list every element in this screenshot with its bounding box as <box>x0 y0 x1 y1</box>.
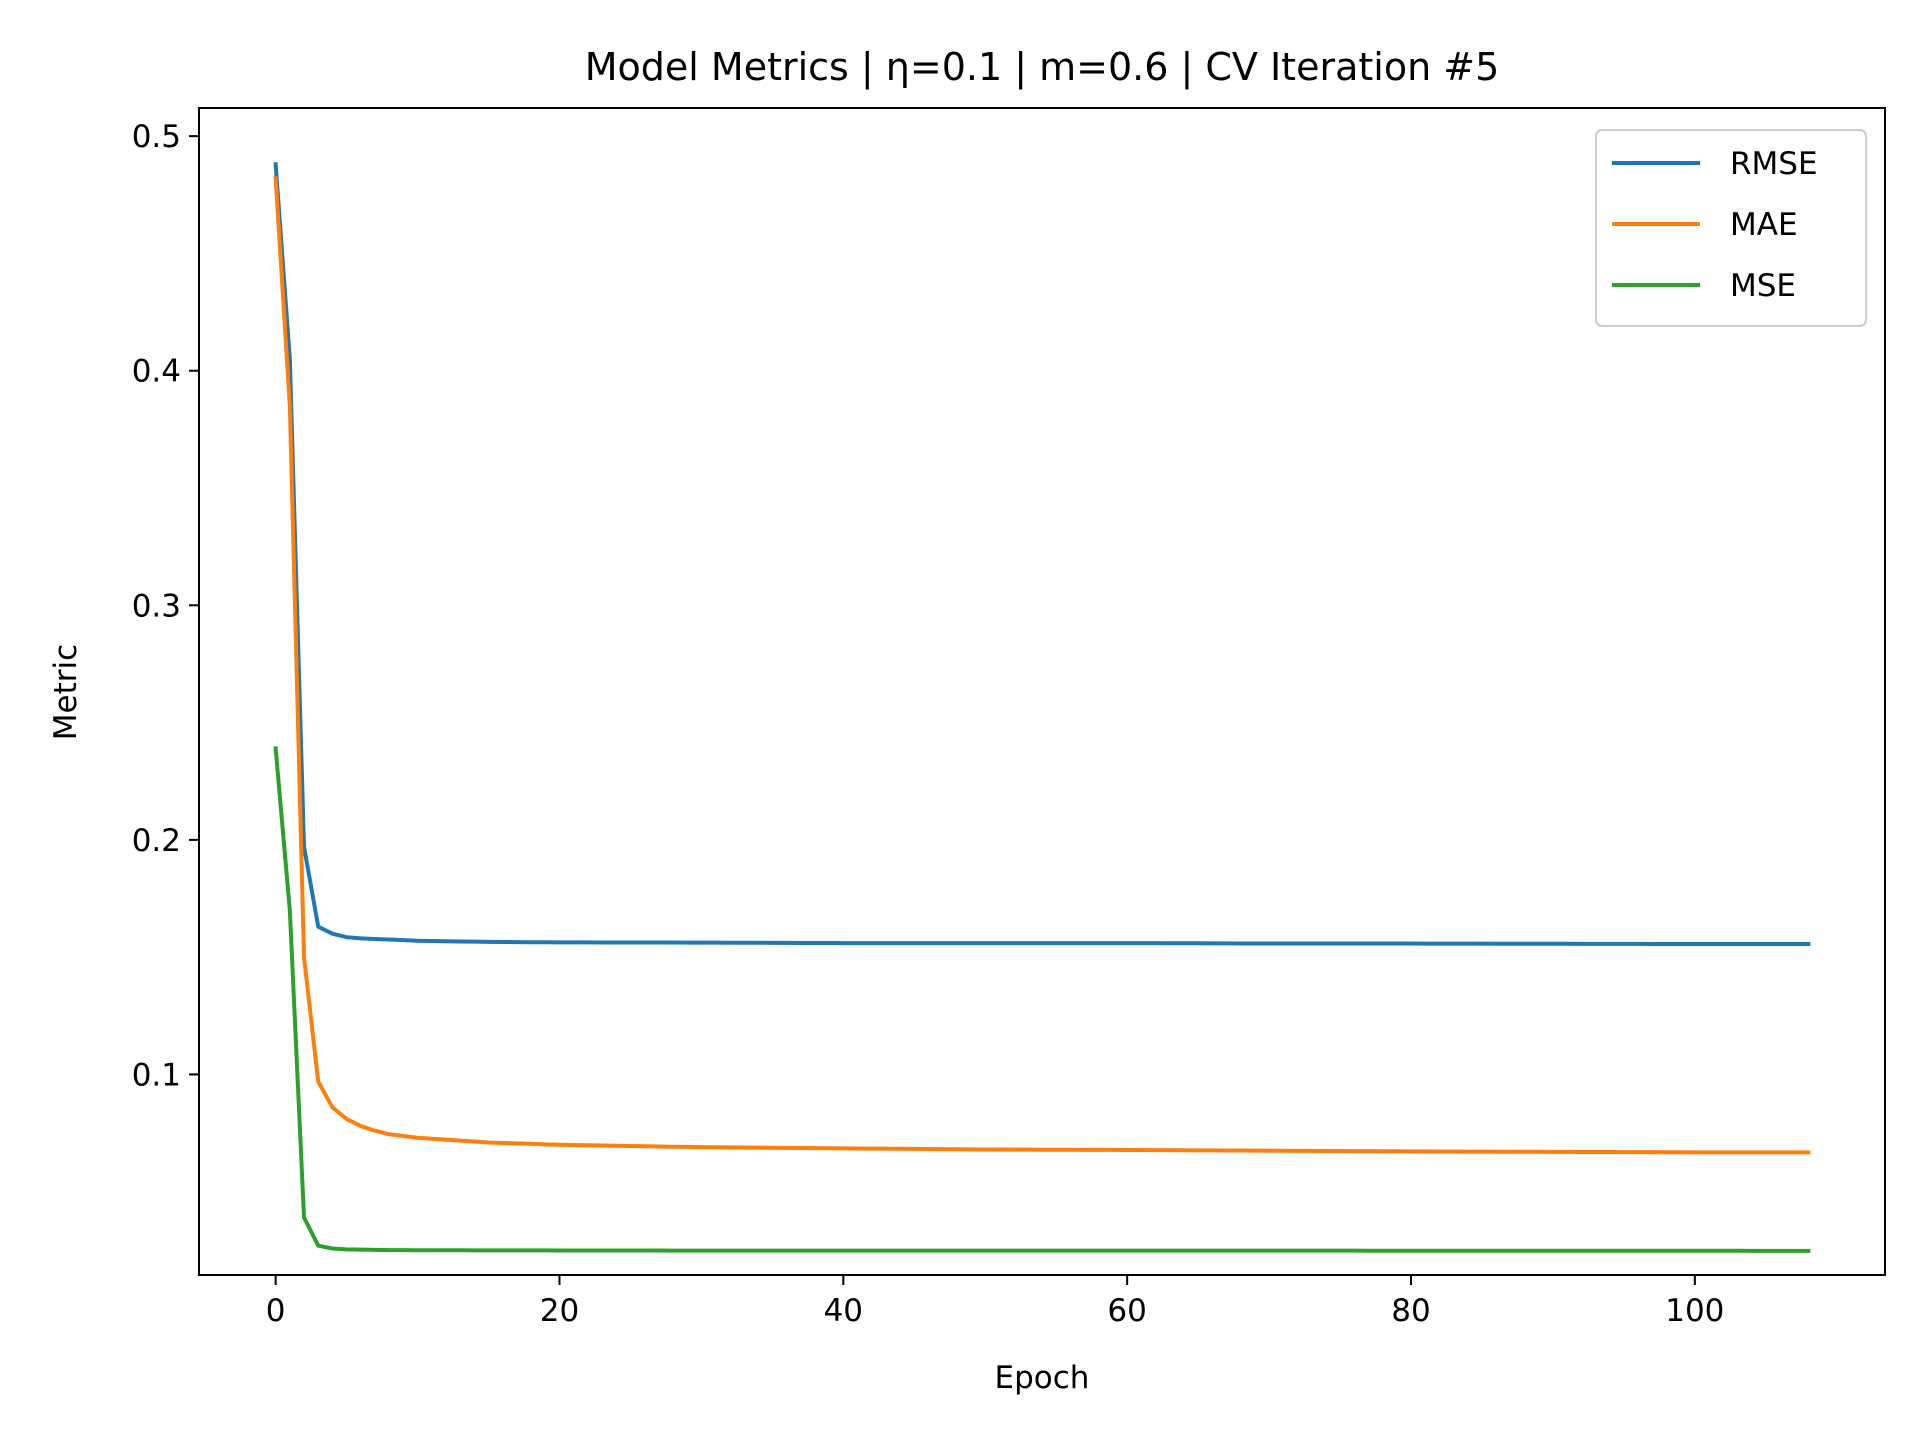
legend: RMSE MAE MSE <box>1595 129 1867 327</box>
x-tick-label: 40 <box>824 1293 863 1329</box>
x-tick-label: 80 <box>1391 1293 1430 1329</box>
y-tick-label: 0.3 <box>132 588 181 624</box>
chart-title: Model Metrics | η=0.1 | m=0.6 | CV Itera… <box>585 45 1500 90</box>
y-axis-title: Metric <box>48 644 84 740</box>
y-tick-label: 0.2 <box>132 823 181 859</box>
legend-label-mse: MSE <box>1730 268 1796 304</box>
legend-label-rmse: RMSE <box>1730 146 1818 182</box>
series-line-mae <box>273 176 1811 1155</box>
x-axis-title: Epoch <box>995 1360 1090 1396</box>
y-tick-label: 0.5 <box>132 119 181 155</box>
legend-box <box>1595 129 1867 327</box>
series-line-mse <box>273 746 1811 1253</box>
plot-frame <box>198 107 1886 1276</box>
y-axis-ticks: 0.1 0.2 0.3 0.4 0.5 <box>132 119 199 1093</box>
x-tick-label: 0 <box>266 1293 286 1329</box>
plot-lines <box>273 162 1811 1253</box>
y-tick-label: 0.4 <box>132 354 181 390</box>
x-tick-label: 60 <box>1107 1293 1146 1329</box>
legend-label-mae: MAE <box>1730 207 1798 243</box>
x-tick-label: 20 <box>540 1293 579 1329</box>
x-axis-ticks: 0 20 40 60 80 100 <box>266 1275 1724 1329</box>
series-line-rmse <box>273 162 1811 947</box>
y-tick-label: 0.1 <box>132 1057 181 1093</box>
x-tick-label: 100 <box>1665 1293 1724 1329</box>
